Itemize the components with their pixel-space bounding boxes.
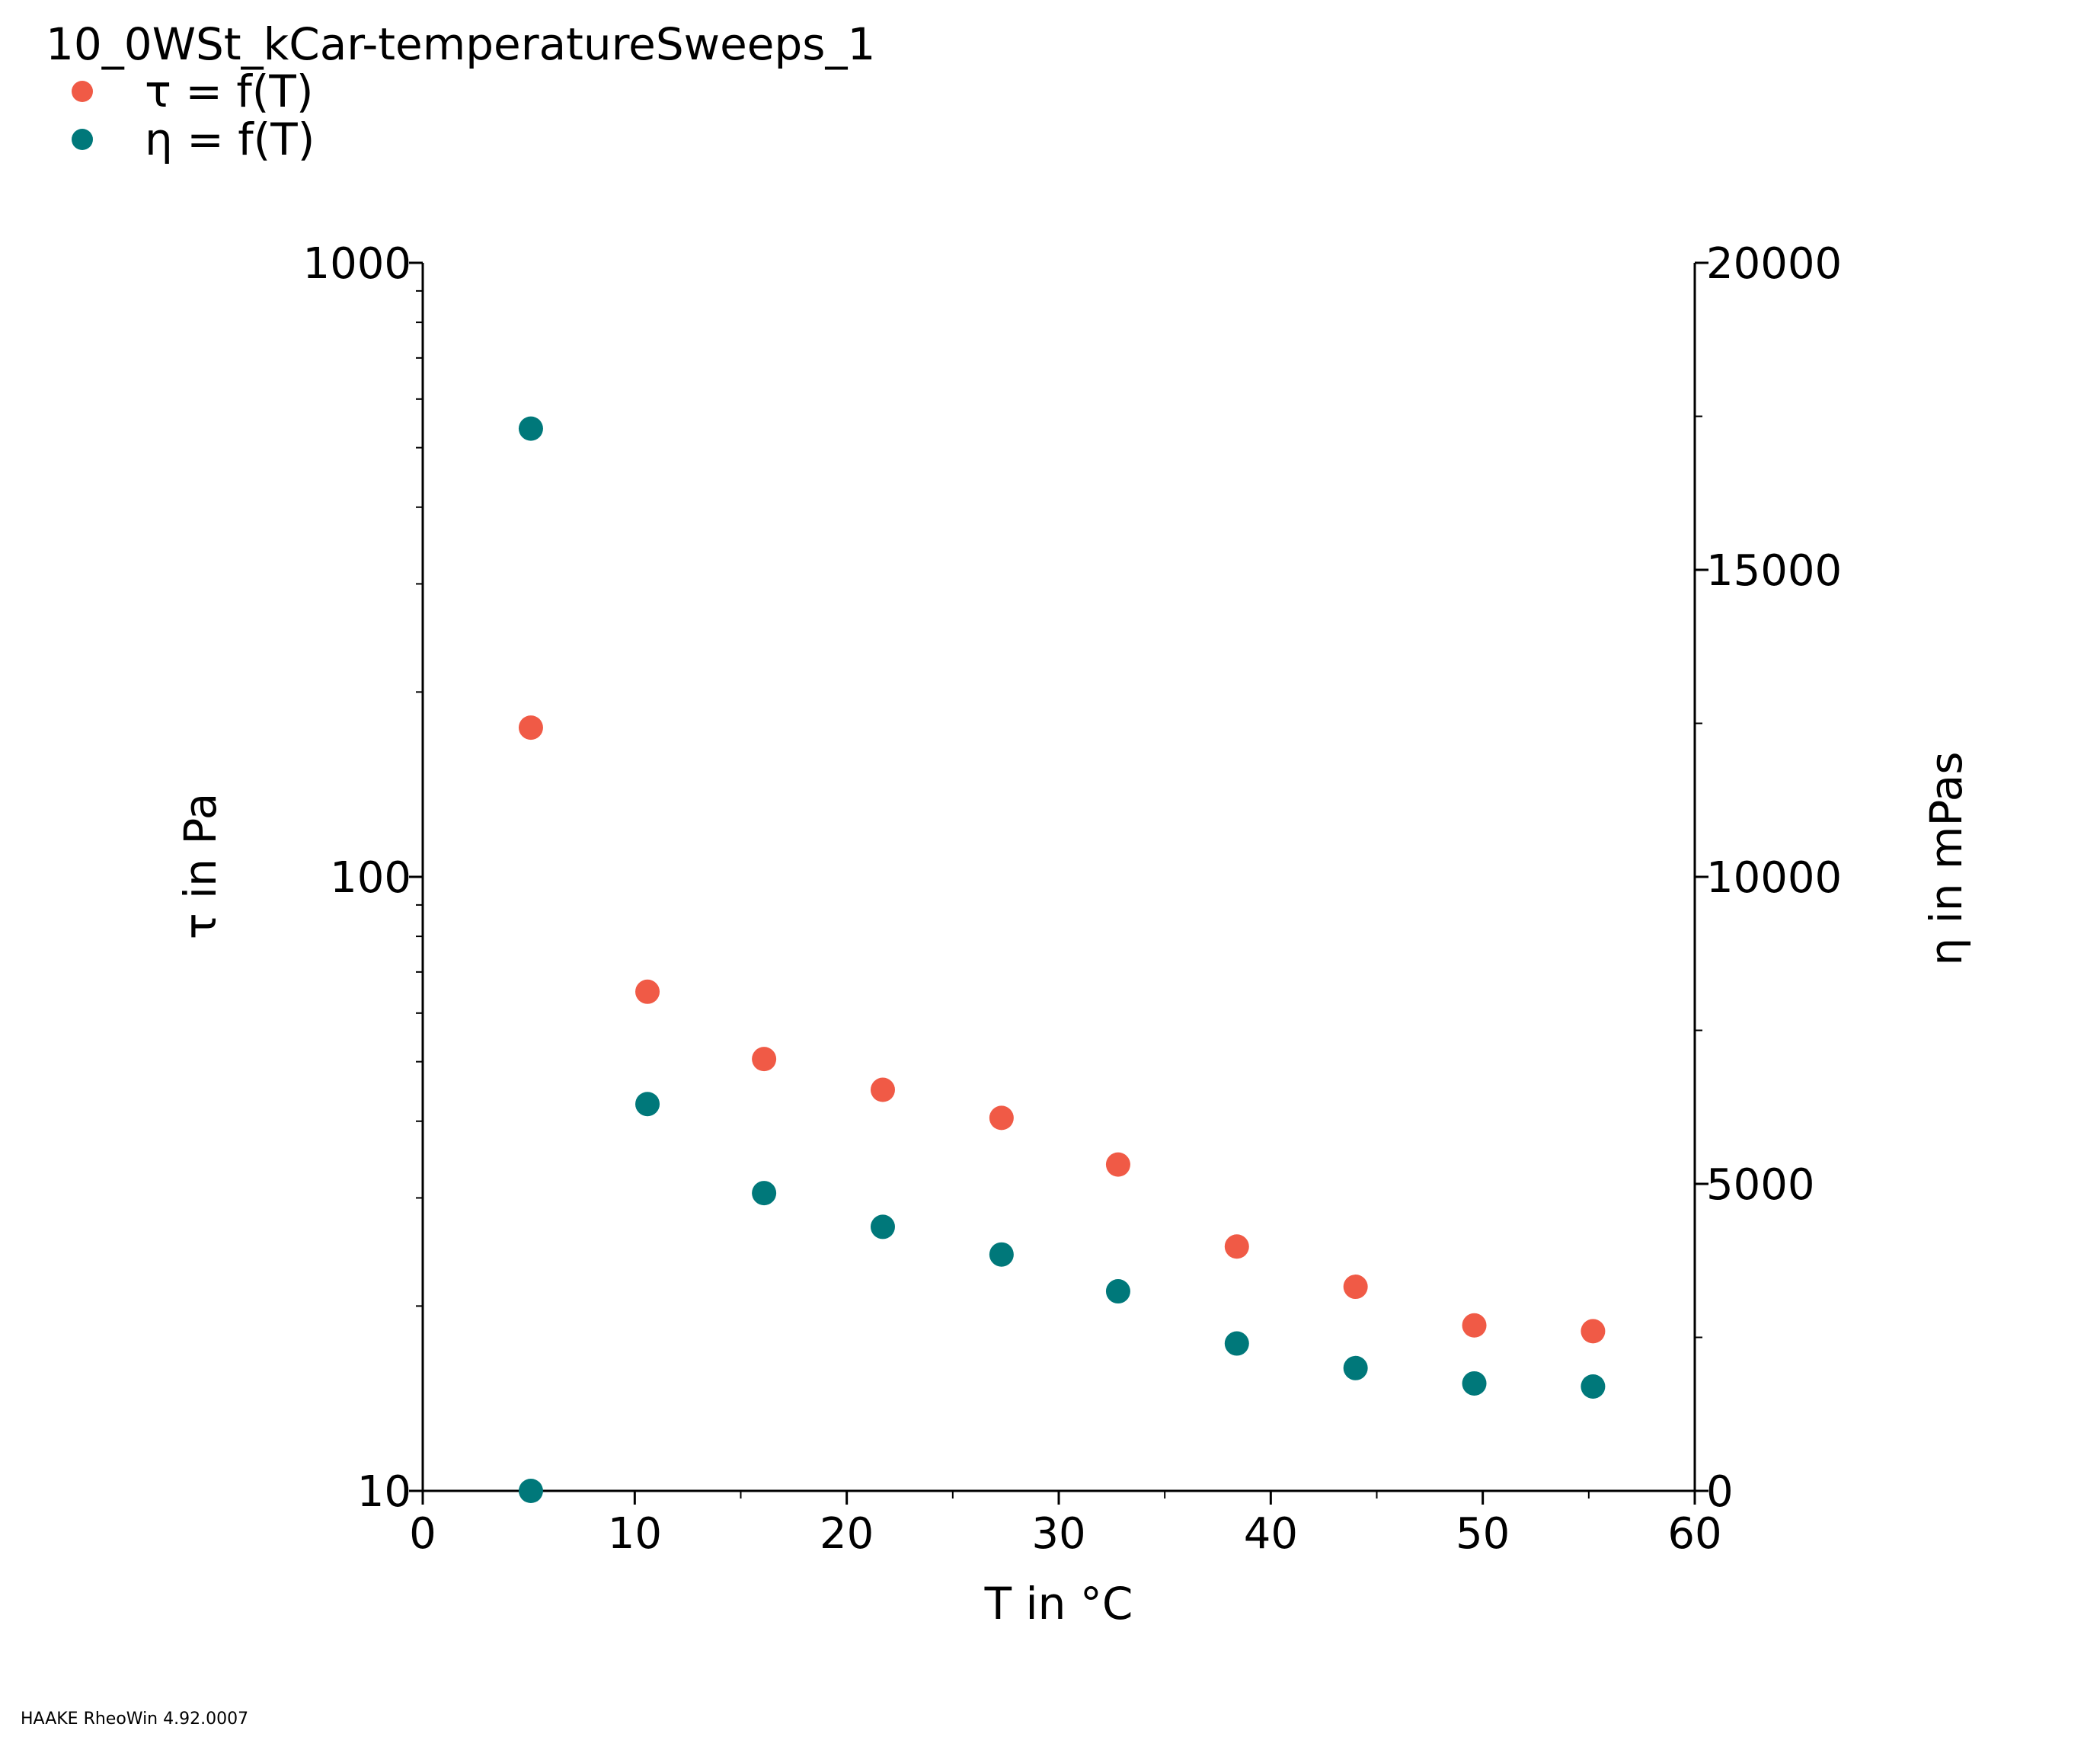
tau-point <box>1105 1152 1130 1177</box>
eta-point <box>518 416 543 441</box>
x-tick-label: 50 <box>1456 1509 1510 1559</box>
x-tick-label: 60 <box>1667 1509 1721 1559</box>
eta-point <box>1224 1331 1249 1356</box>
eta-point <box>1462 1371 1487 1396</box>
eta-point <box>1105 1279 1130 1304</box>
legend-label-tau: τ = f(T) <box>145 66 314 117</box>
x-tick-label: 40 <box>1244 1509 1298 1559</box>
eta-point <box>518 1479 543 1503</box>
y-right-tick-label: 15000 <box>1706 546 1842 596</box>
tau-point <box>1462 1313 1487 1338</box>
legend-label-eta: η = f(T) <box>145 114 315 165</box>
tau-point <box>635 979 660 1004</box>
series-points <box>518 416 1606 1503</box>
eta-point <box>989 1242 1014 1267</box>
legend: τ = f(T) η = f(T) <box>72 66 315 165</box>
footer-software-version: HAAKE RheoWin 4.92.0007 <box>21 1710 248 1729</box>
x-axis-label: T in °C <box>984 1578 1133 1630</box>
eta-point <box>635 1092 660 1117</box>
y-right-tick-label: 20000 <box>1706 239 1842 289</box>
eta-point <box>1343 1355 1368 1380</box>
y-left-tick-label: 100 <box>330 853 411 903</box>
tau-point <box>1224 1234 1249 1259</box>
y-left-ticks: 10 100 1000 <box>302 239 423 1517</box>
tau-point <box>1343 1275 1368 1300</box>
x-tick-label: 0 <box>409 1509 436 1559</box>
y-right-ticks: 0 5000 10000 15000 20000 <box>1695 239 1842 1517</box>
tau-point <box>989 1105 1014 1131</box>
axes <box>421 263 1696 1492</box>
y-right-tick-label: 5000 <box>1706 1160 1815 1210</box>
tau-point <box>752 1047 777 1072</box>
x-tick-label: 10 <box>608 1509 662 1559</box>
y-right-tick-label: 10000 <box>1706 853 1842 903</box>
x-ticks: 0 10 20 30 40 50 60 <box>409 1491 1722 1559</box>
y-left-tick-label: 10 <box>357 1467 411 1517</box>
legend-marker-tau <box>72 81 93 102</box>
y-left-tick-label: 1000 <box>302 239 411 289</box>
eta-point <box>870 1214 895 1239</box>
tau-point <box>870 1077 895 1102</box>
tau-point <box>518 715 543 740</box>
y-axis-left-label: τ in Pa <box>174 793 226 940</box>
eta-point <box>752 1181 777 1206</box>
y-axis-right-label: η in mPas <box>1920 751 1972 965</box>
chart-title: 10_0WSt_kCar-temperatureSweeps_1 <box>46 18 875 70</box>
legend-marker-eta <box>72 129 93 150</box>
tau-point <box>1581 1319 1606 1344</box>
x-tick-label: 30 <box>1031 1509 1085 1559</box>
y-right-tick-label: 0 <box>1706 1467 1734 1517</box>
x-tick-label: 20 <box>820 1509 874 1559</box>
eta-point <box>1581 1374 1606 1399</box>
